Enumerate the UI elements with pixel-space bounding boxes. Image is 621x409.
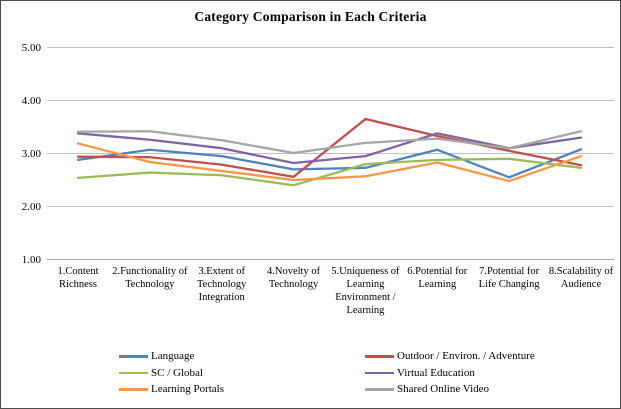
y-tick-label-5.00: 5.00 — [21, 41, 41, 54]
legend-item-sc-global: SC / Global — [119, 367, 203, 380]
y-tick-label-3.00: 3.00 — [21, 147, 41, 160]
series-line-language — [76, 148, 583, 179]
legend-swatch-virtual-education — [365, 371, 394, 375]
y-tick-label-4.00: 4.00 — [21, 94, 41, 107]
x-category-label-3: 3.Extent of Technology Integration — [196, 266, 247, 303]
legend-label-sc-global: SC / Global — [151, 366, 203, 379]
y-tick-label-2.00: 2.00 — [21, 200, 41, 213]
legend-item-language: Language — [119, 350, 194, 363]
legend-item-outdoor-environ-adventure: Outdoor / Environ. / Adventure — [365, 350, 535, 363]
legend-swatch-learning-portals — [119, 388, 148, 391]
legend-label-outdoor-environ-adventure: Outdoor / Environ. / Adventure — [397, 350, 535, 362]
legend-label-language: Language — [151, 350, 195, 362]
legend-swatch-shared-online-video — [365, 388, 394, 391]
legend-item-shared-online-video: Shared Online Video — [365, 383, 489, 396]
x-category-label-8: 8.Scalability of Audience — [548, 266, 614, 290]
x-category-label-6: 6.Potential for Learning — [407, 266, 468, 290]
series-line-shared-online-video — [76, 130, 583, 155]
x-category-label-2: 2.Functionality of Technology — [112, 266, 188, 290]
chart-title: Category Comparison in Each Criteria — [194, 9, 427, 24]
legend-swatch-outdoor-environ-adventure — [365, 355, 394, 358]
legend-label-virtual-education: Virtual Education — [397, 366, 475, 379]
series-line-sc-global — [76, 157, 583, 187]
x-category-label-5: 5.Uniqueness of Learning Environment / L… — [331, 266, 400, 316]
x-category-label-1: 1.Content Richness — [57, 266, 99, 290]
legend-label-shared-online-video: Shared Online Video — [397, 383, 490, 395]
series-line-learning-portals — [76, 142, 583, 183]
legend-item-learning-portals: Learning Portals — [119, 383, 224, 396]
legend-item-virtual-education: Virtual Education — [365, 367, 475, 380]
legend-swatch-language — [119, 355, 148, 358]
legend-label-learning-portals: Learning Portals — [151, 383, 225, 395]
x-category-label-4: 4.Novelty of Technology — [267, 266, 321, 290]
legend-swatch-sc-global — [119, 371, 148, 375]
x-category-label-7: 7.Potential for Life Changing — [478, 266, 540, 290]
y-tick-label-1.00: 1.00 — [21, 253, 41, 266]
